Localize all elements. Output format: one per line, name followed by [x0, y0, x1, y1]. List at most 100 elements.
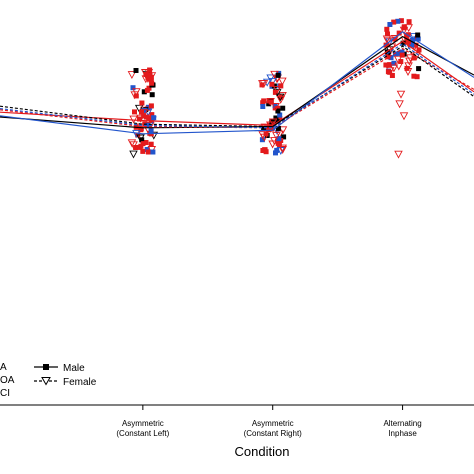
- data-point: [278, 94, 284, 100]
- x-tick-label: Alternating: [383, 419, 421, 428]
- data-point: [127, 71, 137, 80]
- data-point: [399, 52, 405, 58]
- data-point: [392, 36, 398, 42]
- data-point: [140, 69, 150, 77]
- data-point: [406, 19, 412, 25]
- data-point: [260, 104, 266, 109]
- data-point: [396, 30, 402, 36]
- x-tick-label: Asymmetric: [252, 419, 294, 428]
- data-point: [140, 148, 146, 154]
- data-point: [405, 32, 411, 38]
- data-point: [400, 40, 406, 46]
- data-point: [388, 55, 394, 61]
- legend: A OA CI Male Female: [0, 362, 97, 399]
- data-point: [413, 42, 419, 48]
- data-point: [385, 38, 394, 47]
- data-point: [411, 73, 417, 79]
- data-point: [405, 57, 414, 66]
- data-point: [275, 105, 281, 111]
- data-point: [141, 107, 147, 113]
- data-point: [387, 22, 393, 27]
- data-point: [270, 137, 279, 146]
- data-point-outlier: [394, 150, 403, 159]
- series-line-black-male: [0, 35, 474, 129]
- data-point: [275, 125, 281, 131]
- data-point: [406, 39, 411, 45]
- data-point: [133, 145, 139, 150]
- data-point: [278, 126, 288, 135]
- data-point-outlier: [395, 100, 404, 109]
- data-point: [151, 115, 157, 121]
- data-point: [271, 103, 280, 111]
- legend-group-a: A: [0, 362, 7, 373]
- data-point: [259, 137, 265, 143]
- data-point: [261, 98, 267, 104]
- data-point: [277, 116, 283, 121]
- data-point: [383, 62, 389, 68]
- data-point: [277, 112, 283, 118]
- data-point: [276, 93, 285, 102]
- data-point: [259, 82, 265, 88]
- data-point: [141, 113, 147, 119]
- data-point: [133, 68, 139, 73]
- data-point: [272, 85, 282, 94]
- data-point: [384, 26, 390, 32]
- x-tick-label: (Constant Right): [244, 429, 303, 438]
- data-point: [275, 130, 284, 139]
- data-point: [410, 37, 415, 43]
- legend-group-ci: CI: [0, 388, 10, 399]
- data-point: [149, 80, 155, 86]
- data-point: [144, 87, 150, 93]
- data-point: [268, 99, 274, 105]
- data-point: [391, 60, 397, 66]
- x-ticks: Asymmetric(Constant Left)Asymmetric(Cons…: [116, 405, 422, 438]
- data-point: [132, 109, 137, 115]
- data-point: [130, 85, 136, 91]
- data-point: [396, 50, 402, 56]
- data-point: [134, 104, 144, 113]
- data-point: [385, 31, 390, 37]
- legend-female-marker: [41, 377, 51, 386]
- data-point: [404, 62, 413, 71]
- data-point: [414, 74, 420, 80]
- data-point: [278, 83, 284, 89]
- data-point: [137, 116, 142, 122]
- data-point: [398, 18, 404, 24]
- data-point: [129, 150, 138, 159]
- data-point: [280, 105, 286, 111]
- data-point: [415, 32, 421, 38]
- data-point: [150, 149, 156, 155]
- series-line-blue-male: [0, 31, 474, 135]
- legend-group-oa: OA: [0, 375, 15, 386]
- data-point-outlier: [399, 112, 409, 121]
- data-point: [262, 78, 272, 87]
- data-point: [416, 66, 422, 72]
- data-point: [139, 109, 144, 115]
- data-point: [262, 147, 268, 153]
- data-point: [385, 69, 391, 75]
- data-point: [269, 81, 275, 87]
- data-point: [273, 115, 279, 121]
- data-point: [281, 134, 287, 140]
- data-point: [391, 19, 397, 25]
- data-point: [416, 47, 422, 53]
- data-point: [415, 36, 421, 42]
- data-point: [145, 75, 151, 81]
- data-point: [383, 42, 389, 48]
- data-point: [266, 97, 275, 106]
- data-point: [140, 141, 146, 147]
- data-point: [382, 35, 392, 44]
- data-point: [411, 55, 417, 61]
- points-layer: [127, 18, 422, 159]
- data-point: [261, 126, 267, 131]
- data-point: [272, 132, 281, 141]
- legend-female-label: Female: [63, 377, 97, 388]
- data-point: [147, 67, 153, 73]
- data-point: [149, 92, 155, 98]
- data-point: [274, 119, 280, 125]
- data-point: [389, 64, 399, 73]
- data-point: [274, 147, 280, 153]
- data-point: [278, 77, 287, 86]
- data-point: [385, 54, 391, 60]
